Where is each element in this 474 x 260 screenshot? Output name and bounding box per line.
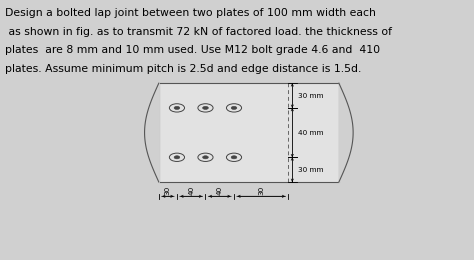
Circle shape <box>227 104 242 112</box>
Circle shape <box>174 156 180 159</box>
Circle shape <box>227 153 242 161</box>
Circle shape <box>231 156 237 159</box>
Circle shape <box>169 104 184 112</box>
Text: plates. Assume minimum pitch is 2.5d and edge distance is 1.5d.: plates. Assume minimum pitch is 2.5d and… <box>5 64 361 74</box>
Text: 30 mm: 30 mm <box>299 167 324 173</box>
Text: 30: 30 <box>258 186 264 195</box>
Circle shape <box>174 106 180 109</box>
Text: 40: 40 <box>188 186 194 195</box>
Circle shape <box>198 104 213 112</box>
Text: 30 mm: 30 mm <box>299 93 324 99</box>
Text: 40: 40 <box>217 186 223 195</box>
Circle shape <box>169 153 184 161</box>
Text: plates  are 8 mm and 10 mm used. Use M12 bolt grade 4.6 and  410: plates are 8 mm and 10 mm used. Use M12 … <box>5 45 380 55</box>
Text: 40 mm: 40 mm <box>299 129 324 136</box>
Bar <box>159 83 339 182</box>
Text: as shown in fig. as to transmit 72 kN of factored load. the thickness of: as shown in fig. as to transmit 72 kN of… <box>5 27 392 36</box>
Circle shape <box>202 106 208 109</box>
Circle shape <box>231 106 237 109</box>
Circle shape <box>202 156 208 159</box>
Circle shape <box>198 153 213 161</box>
Text: Design a bolted lap joint between two plates of 100 mm width each: Design a bolted lap joint between two pl… <box>5 8 375 18</box>
Text: 30: 30 <box>165 186 171 195</box>
